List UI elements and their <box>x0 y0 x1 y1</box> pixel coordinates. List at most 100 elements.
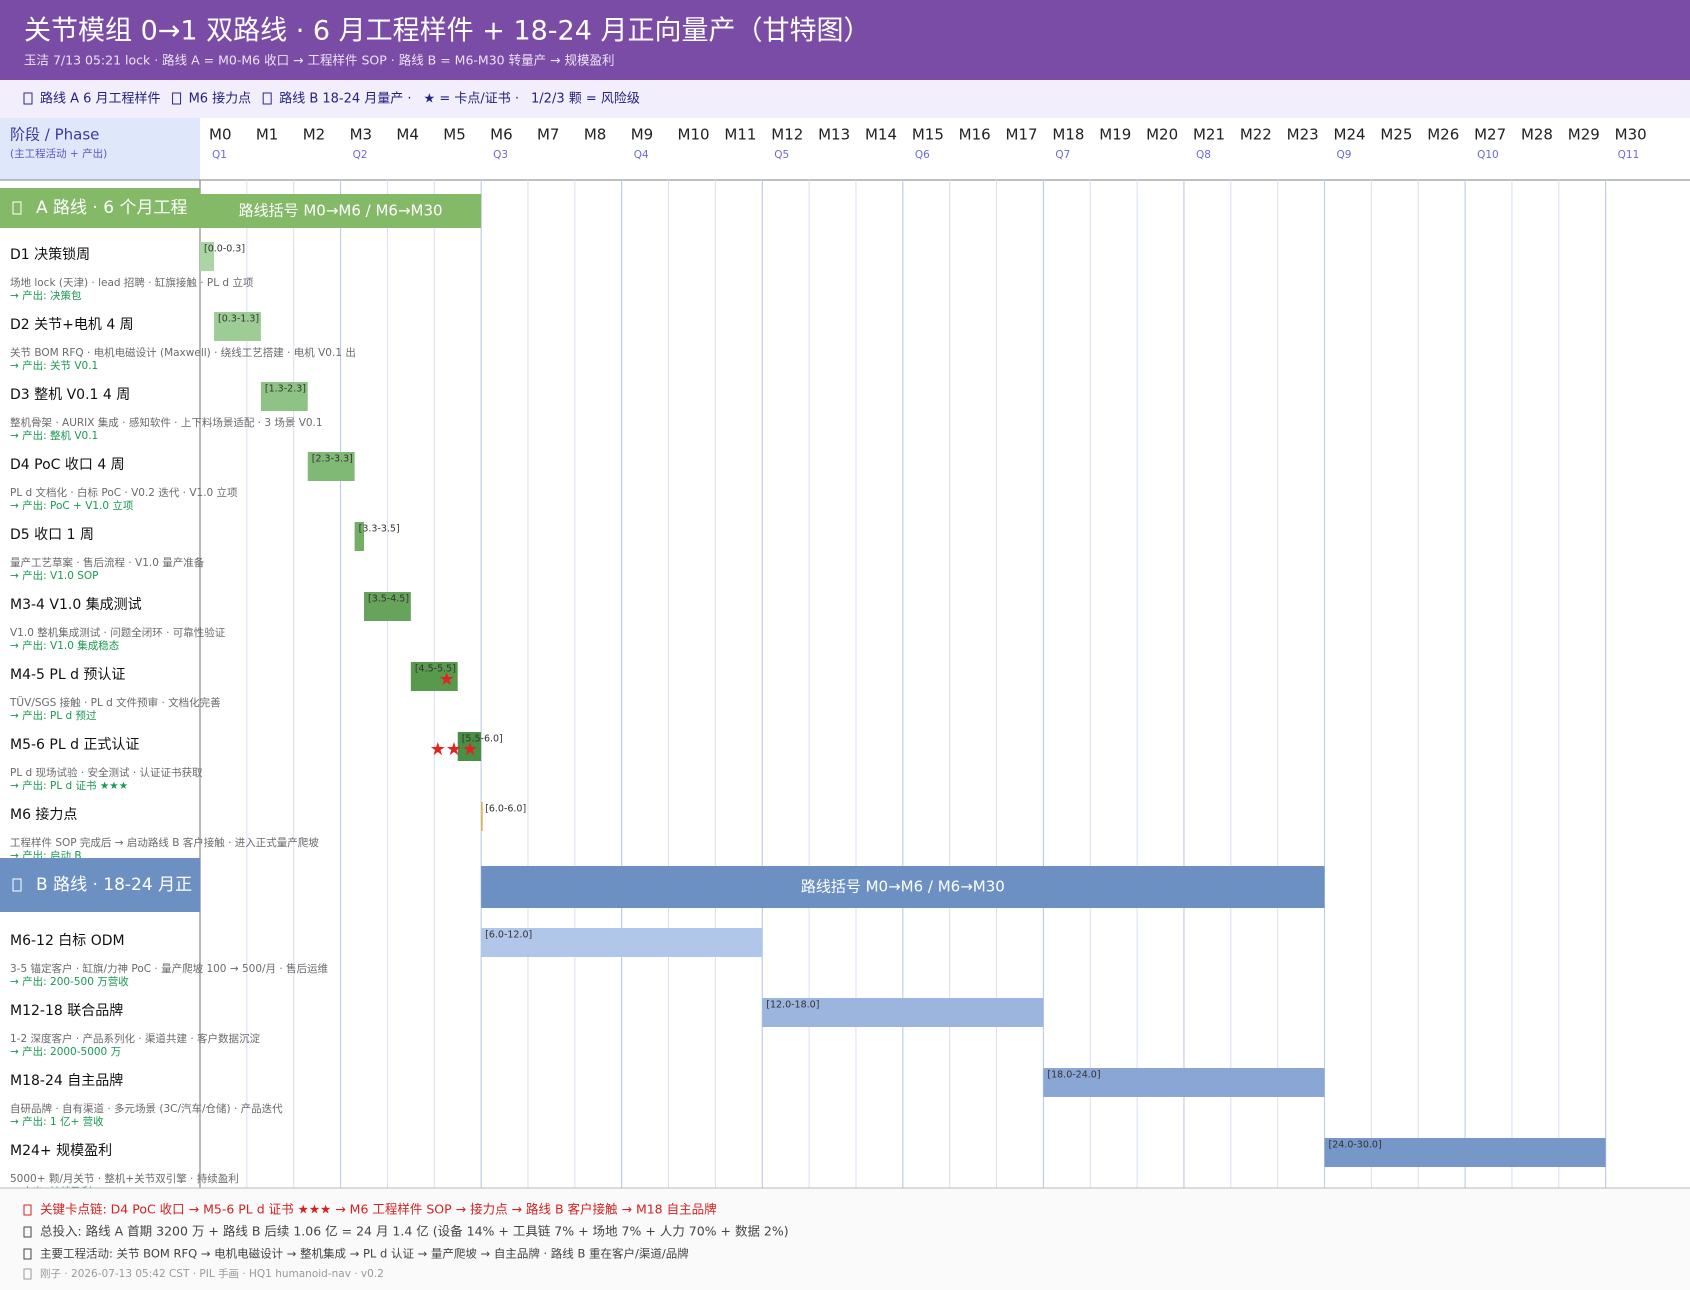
footer-icon <box>23 1226 32 1238</box>
legend-item: 路线 B 18-24 月量产 · <box>279 91 411 107</box>
task-name: M24+ 规模盈利 <box>10 1143 112 1159</box>
x-tick-label: M22 <box>1240 126 1272 144</box>
x-tick-label: M16 <box>959 126 991 144</box>
task-details: 关节 BOM RFQ · 电机电磁设计 (Maxwell) · 绕线工艺搭建 ·… <box>10 346 356 359</box>
x-tick-label: M5 <box>443 126 466 144</box>
task-range-label: [24.0-30.0] <box>1329 1140 1382 1151</box>
quarter-tick-label: Q10 <box>1477 149 1499 161</box>
task-name: M12-18 联合品牌 <box>10 1002 123 1019</box>
task-details: 3-5 锚定客户 · 缸旗/力神 PoC · 量产爬坡 100 → 500/月 … <box>10 962 329 975</box>
x-tick-label: M24 <box>1334 126 1366 144</box>
quarter-tick-label: Q11 <box>1618 149 1640 161</box>
task-range-label: [3.5-4.5] <box>368 594 409 605</box>
task-range-label: [0.3-1.3] <box>218 314 259 325</box>
legend-strip <box>0 80 1690 118</box>
quarter-tick-label: Q6 <box>915 149 930 161</box>
task-details: 整机骨架 · AURIX 集成 · 感知软件 · 上下料场景适配 · 3 场景 … <box>10 416 323 429</box>
task-details: 量产工艺草案 · 售后流程 · V1.0 量产准备 <box>10 556 205 569</box>
task-name: M3-4 V1.0 集成测试 <box>10 596 142 613</box>
x-tick-label: M25 <box>1380 126 1412 144</box>
task-name: D1 决策锁周 <box>10 246 90 263</box>
task-details: 5000+ 颗/月关节 · 整机+关节双引擎 · 持续盈利 <box>10 1172 239 1185</box>
task-bar <box>1324 1138 1606 1167</box>
task-output: → 产出: 2000-5000 万 <box>10 1045 121 1058</box>
section-icon <box>12 878 22 892</box>
task-name: D5 收口 1 周 <box>10 527 94 543</box>
legend-item: 路线 A 6 月工程样件 <box>40 91 161 107</box>
task-name: D3 整机 V0.1 4 周 <box>10 387 130 403</box>
task-bar <box>214 312 261 341</box>
task-range-label: [0.0-0.3] <box>204 244 245 255</box>
task-name: M6-12 白标 ODM <box>10 933 125 949</box>
section-bracket-label: 路线括号 M0→M6 / M6→M30 <box>239 202 443 220</box>
legend-item: ★ = 卡点/证书 · <box>424 92 519 107</box>
quarter-tick-label: Q7 <box>1055 149 1070 161</box>
phase-header: 阶段 / Phase <box>10 126 99 144</box>
header-bar <box>0 0 1690 80</box>
task-details: TÜV/SGS 接触 · PL d 文件预审 · 文档化完善 <box>9 696 221 709</box>
task-bar <box>200 242 215 271</box>
task-bar <box>260 382 308 411</box>
risk-stars: ★ <box>439 669 455 690</box>
task-name: M18-24 自主品牌 <box>10 1072 123 1089</box>
x-tick-label: M2 <box>303 126 326 144</box>
task-output: → 产出: PoC + V1.0 立项 <box>10 499 134 512</box>
quarter-tick-label: Q4 <box>634 149 649 161</box>
task-output: → 产出: 1 亿+ 营收 <box>10 1115 104 1128</box>
task-output: → 产出: V1.0 SOP <box>10 569 99 582</box>
task-output: → 产出: PL d 证书 ★★★ <box>10 779 128 792</box>
task-output: → 产出: 决策包 <box>10 289 82 302</box>
chart-subtitle: 玉洁 7/13 05:21 lock · 路线 A = M0-M6 收口 → 工… <box>24 53 615 68</box>
section-label: A 路线 · 6 个月工程 <box>36 198 187 218</box>
section-label-cell <box>0 858 200 912</box>
footer-line: 总投入: 路线 A 首期 3200 万 + 路线 B 后续 1.06 亿 = 2… <box>40 1224 789 1239</box>
x-tick-label: M26 <box>1427 126 1459 144</box>
quarter-tick-label: Q8 <box>1196 149 1211 161</box>
x-tick-label: M15 <box>912 126 944 144</box>
x-tick-label: M8 <box>584 126 607 144</box>
task-bar <box>363 592 411 621</box>
task-details: PL d 文档化 · 白标 PoC · V0.2 迭代 · V1.0 立项 <box>10 486 238 499</box>
footer-line: 刚子 · 2026-07-13 05:42 CST · PIL 手画 · HQ1… <box>40 1267 384 1280</box>
x-tick-label: M12 <box>771 126 803 144</box>
quarter-tick-label: Q9 <box>1337 149 1352 161</box>
legend-item: M6 接力点 <box>189 91 252 107</box>
legend-icon <box>172 92 182 105</box>
task-range-label: [2.3-3.3] <box>312 454 353 465</box>
task-details: 工程样件 SOP 完成后 → 启动路线 B 客户接触 · 进入正式量产爬坡 <box>10 836 319 849</box>
legend-item: 1/2/3 颗 = 风险级 <box>531 92 640 107</box>
quarter-tick-label: Q1 <box>212 149 227 161</box>
x-tick-label: M10 <box>678 126 710 144</box>
task-range-label: [18.0-24.0] <box>1047 1070 1100 1081</box>
task-bar <box>410 662 458 691</box>
chart-title: 关节模组 0→1 双路线 · 6 月工程样件 + 18-24 月正向量产（甘特图… <box>24 16 870 47</box>
x-tick-label: M3 <box>350 126 373 144</box>
x-tick-label: M29 <box>1568 126 1600 144</box>
legend-icon <box>262 92 272 105</box>
task-range-label: [5.5-6.0] <box>462 734 503 745</box>
x-tick-label: M1 <box>256 126 279 144</box>
task-output: → 产出: V1.0 集成稳态 <box>10 639 120 652</box>
axis-header <box>0 118 1690 180</box>
risk-stars: ★★★ <box>430 739 478 760</box>
x-tick-label: M13 <box>818 126 850 144</box>
task-bar <box>307 452 355 481</box>
quarter-tick-label: Q2 <box>353 149 368 161</box>
x-tick-label: M17 <box>1006 126 1038 144</box>
task-output: → 产出: PL d 预过 <box>10 709 97 722</box>
quarter-tick-label: Q5 <box>774 149 789 161</box>
footer: 关键卡点链: D4 PoC 收口 → M5-6 PL d 证书 ★★★ → M6… <box>0 1187 1690 1290</box>
footer-bg <box>0 1188 1690 1290</box>
task-details: PL d 现场试验 · 安全测试 · 认证证书获取 <box>10 766 203 779</box>
x-tick-label: M0 <box>209 126 232 144</box>
phase-subheader: (主工程活动 + 产出) <box>10 147 107 160</box>
task-bar <box>481 928 763 957</box>
task-name: D4 PoC 收口 4 周 <box>10 457 125 473</box>
task-bar <box>481 802 483 831</box>
task-range-label: [6.0-6.0] <box>485 804 526 815</box>
x-tick-label: M18 <box>1052 126 1084 144</box>
task-bar <box>762 998 1044 1027</box>
task-details: 1-2 深度客户 · 产品系列化 · 渠道共建 · 客户数据沉淀 <box>10 1032 261 1045</box>
